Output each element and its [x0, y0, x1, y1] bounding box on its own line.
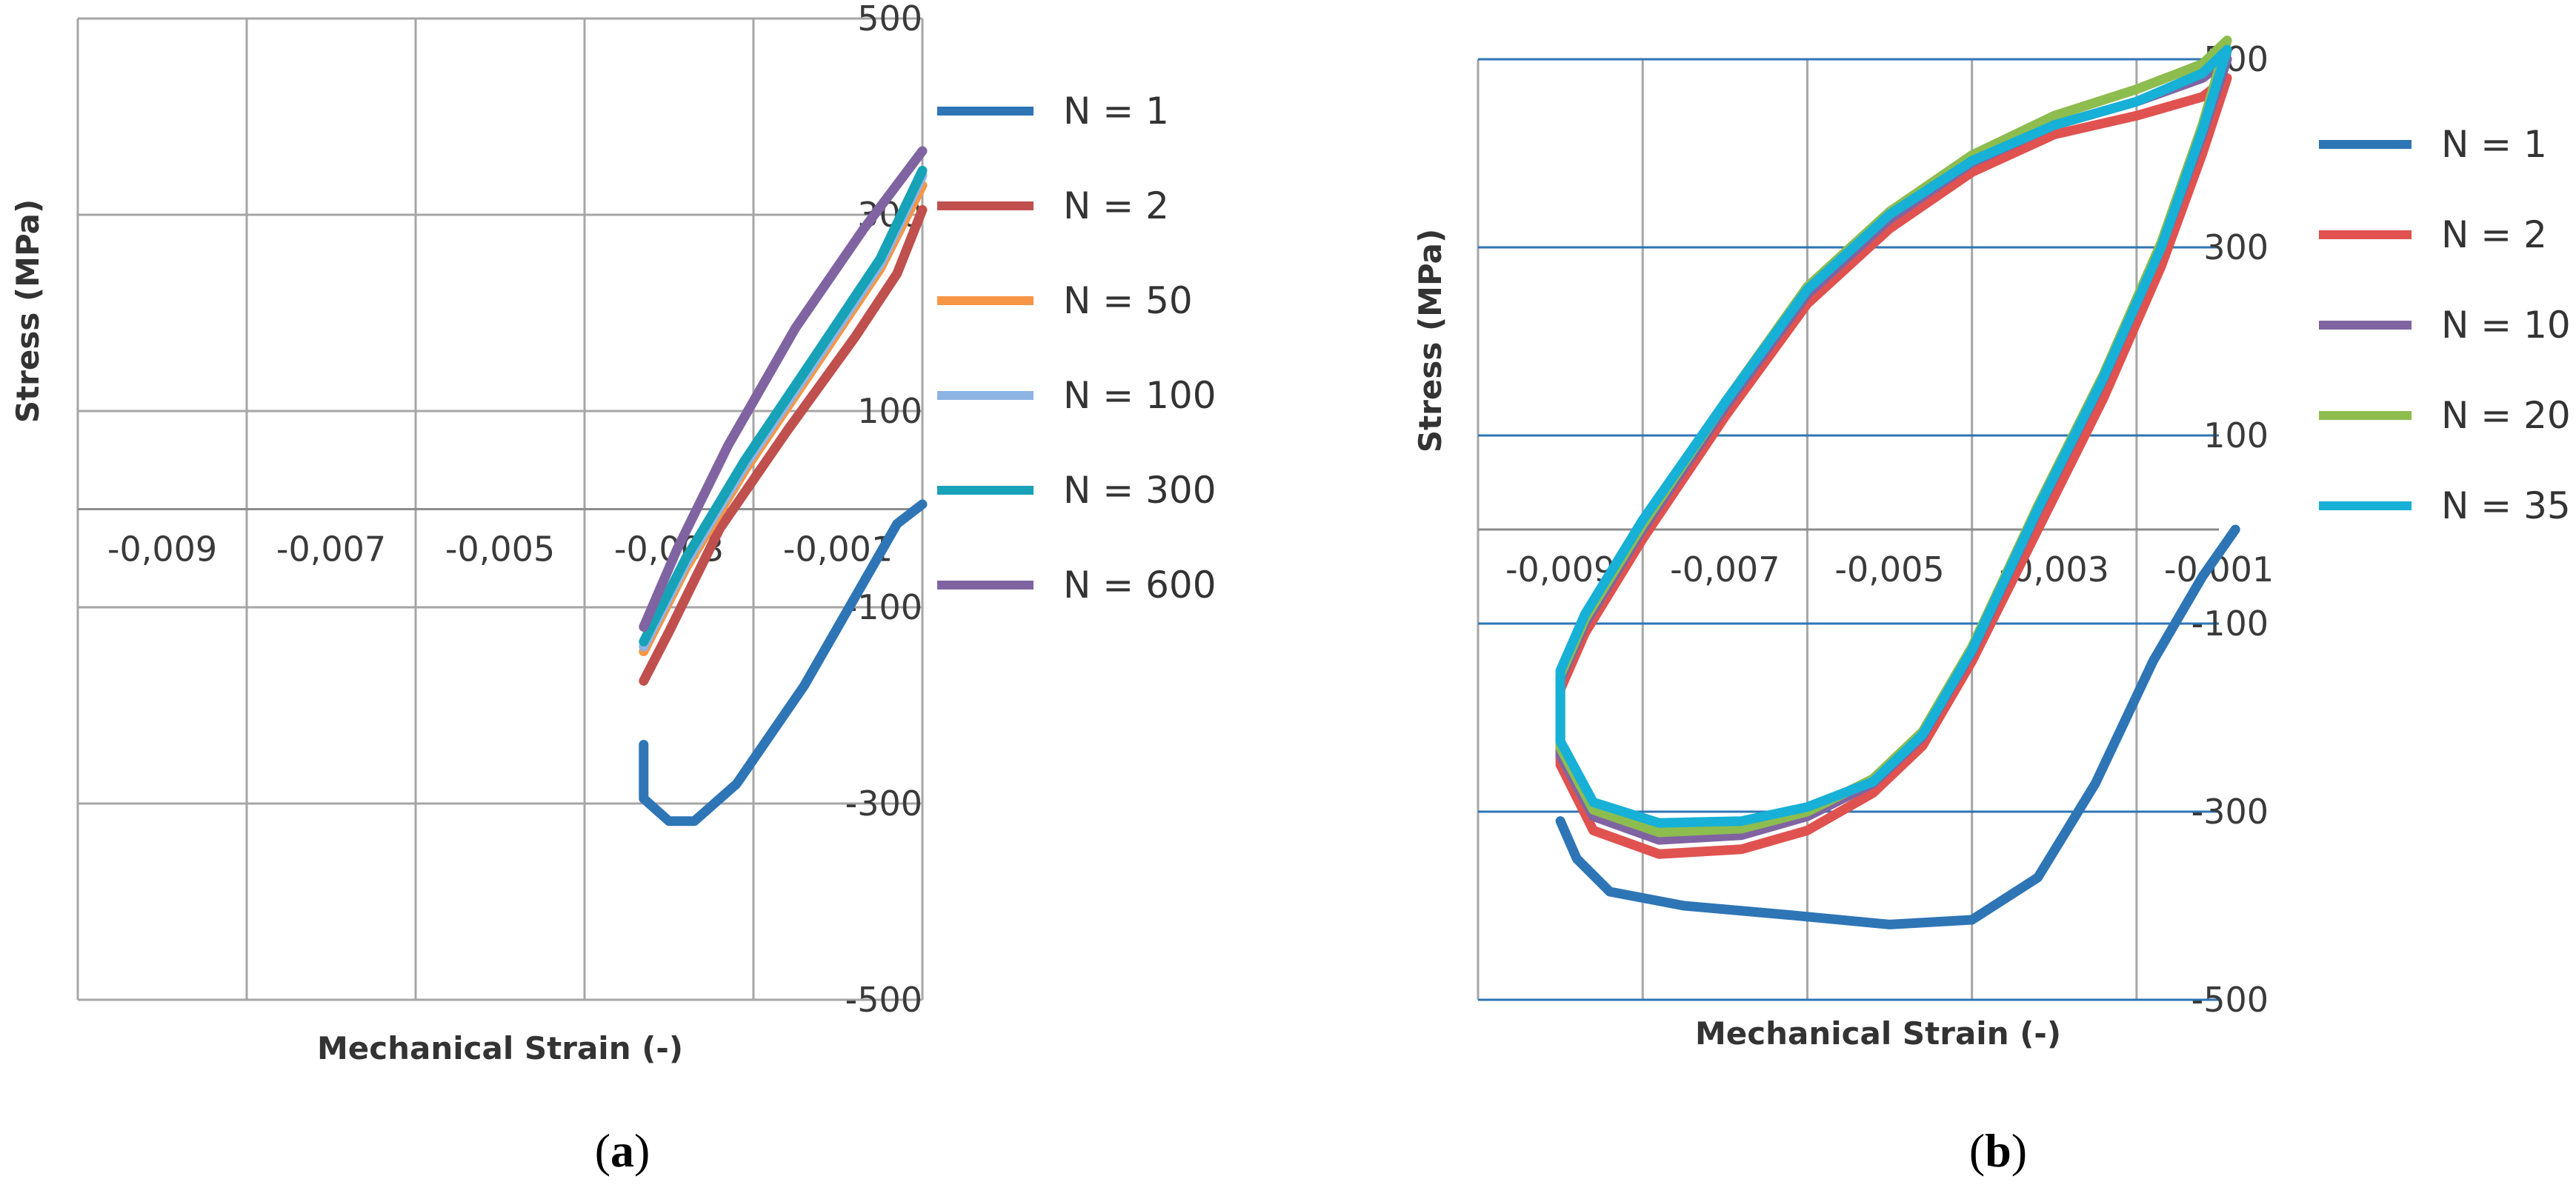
chart-a-y-tick-label: -500 [845, 980, 922, 1020]
chart-b-legend-label-n-35: N = 35 [2441, 484, 2571, 527]
chart-b-y-tick-label: 100 [2203, 415, 2269, 455]
chart-a-series-line-n-1 [639, 499, 928, 826]
chart-b-legend-label-n-2: N = 2 [2441, 213, 2547, 256]
chart-b-y-tick-label: -500 [2191, 980, 2269, 1020]
chart-b-y-tick-label: -300 [2191, 792, 2269, 832]
chart-a-x-tick-label: -0,005 [445, 530, 555, 570]
chart-b-series-line-n-2 [1555, 73, 2232, 859]
chart-b-x-tick-label: -0,007 [1670, 550, 1780, 590]
chart-a-caption-letter: a [610, 1124, 634, 1177]
chart-b-legend-label-n-10: N = 10 [2441, 304, 2571, 347]
chart-a-caption-open: ( [595, 1124, 610, 1177]
chart-b-series-line-n-35 [1555, 44, 2232, 828]
chart-b-x-tick-label: -0,009 [1505, 550, 1615, 590]
chart-a-caption: (a) [595, 1124, 650, 1177]
chart-b-y-tick-label: -100 [2191, 604, 2269, 644]
chart-b-series-line-n-1 [1555, 524, 2240, 929]
chart-b-y-tick-label: 300 [2203, 227, 2269, 267]
chart-a-y-axis-title: Stress (MPa) [10, 199, 46, 423]
chart-b-caption-open: ( [1969, 1124, 1985, 1177]
chart-b-x-axis-title: Mechanical Strain (-) [1695, 1015, 2061, 1052]
chart-b-x-tick-label: -0,005 [1834, 550, 1944, 590]
chart-a-x-axis-title: Mechanical Strain (-) [317, 1030, 683, 1066]
chart-a-legend-label-n-50: N = 50 [1063, 279, 1193, 322]
chart-panel-a: -0,009 -0,007 -0,005 -0,003 -0,001500300100-… [10, 0, 1217, 1177]
chart-a-legend-label-n-300: N = 300 [1063, 469, 1217, 512]
chart-b-y-axis-title: Stress (MPa) [1412, 229, 1448, 452]
chart-a-x-tick-label: -0,007 [276, 530, 386, 570]
chart-a-legend-label-n-600: N = 600 [1063, 564, 1217, 607]
chart-a-caption-close: ) [634, 1124, 650, 1177]
chart-a-series-line-n-600 [639, 146, 928, 632]
chart-b-caption: (b) [1969, 1124, 2027, 1177]
chart-b-caption-letter: b [1985, 1124, 2011, 1177]
chart-a-series-line-n-2 [639, 204, 928, 686]
chart-a-legend-label-n-2: N = 2 [1063, 184, 1169, 227]
chart-panel-b: -0,009 -0,007 -0,005 -0,003 -0,001500300100-… [1412, 36, 2571, 1177]
chart-a-x-tick-label: -0,009 [107, 530, 217, 570]
chart-a-legend-label-n-1: N = 1 [1063, 90, 1169, 133]
chart-a-y-tick-label: 100 [857, 391, 922, 431]
chart-b-legend-label-n-1: N = 1 [2441, 123, 2547, 166]
chart-a-y-tick-label: -300 [845, 784, 922, 824]
chart-b-legend-label-n-20: N = 20 [2441, 394, 2571, 437]
chart-a-y-tick-label: 500 [857, 0, 922, 39]
chart-a-legend-label-n-100: N = 100 [1063, 374, 1217, 417]
chart-a-series-line-n-300 [639, 165, 928, 647]
chart-b-caption-close: ) [2011, 1124, 2027, 1177]
